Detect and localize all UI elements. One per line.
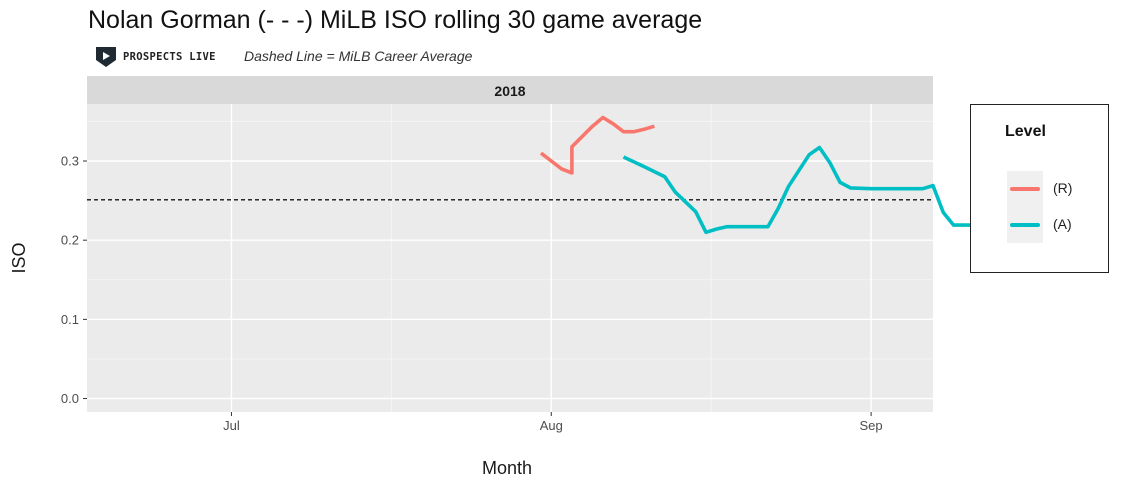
y-tick-label: 0.2 [61,233,79,248]
x-axis: Jul Aug Sep [223,412,883,433]
x-tick-label: Aug [540,418,563,433]
legend-item-a: (A) [1007,207,1107,243]
legend: Level (R) (A) [970,104,1109,273]
y-tick-label: 0.1 [61,312,79,327]
major-gridlines [87,104,933,412]
y-tick-label: 0.0 [61,391,79,406]
facet-strip [87,76,933,104]
plot-panel [87,104,933,412]
legend-key-a [1007,207,1043,243]
logo-text: PROSPECTS LIVE [123,51,216,63]
legend-key-r [1007,171,1043,207]
x-axis-title: Month [482,458,532,478]
y-axis-title: ISO [9,242,29,273]
logo-shield-icon [96,47,116,67]
legend-title: Level [1005,123,1046,140]
prospects-live-logo: PROSPECTS LIVE [95,46,216,68]
legend-item-r: (R) [1007,171,1107,207]
series-line-a [622,145,975,235]
legend-swatch-a [1010,223,1040,227]
x-tick-label: Jul [223,418,240,433]
y-axis: 0.0 0.1 0.2 0.3 [61,154,87,406]
legend-swatch-r [1010,187,1040,191]
y-tick-label: 0.3 [61,154,79,169]
chart-subtitle: Dashed Line = MiLB Career Average [244,48,473,64]
series-layer [539,115,975,235]
legend-label-a: (A) [1053,216,1072,232]
legend-label-r: (R) [1053,180,1073,196]
series-line-r [539,115,655,175]
x-tick-label: Sep [860,418,883,433]
chart-title: Nolan Gorman (- - -) MiLB ISO rolling 30… [88,6,703,34]
facet-label: 2018 [494,83,525,99]
minor-gridlines [87,104,933,412]
